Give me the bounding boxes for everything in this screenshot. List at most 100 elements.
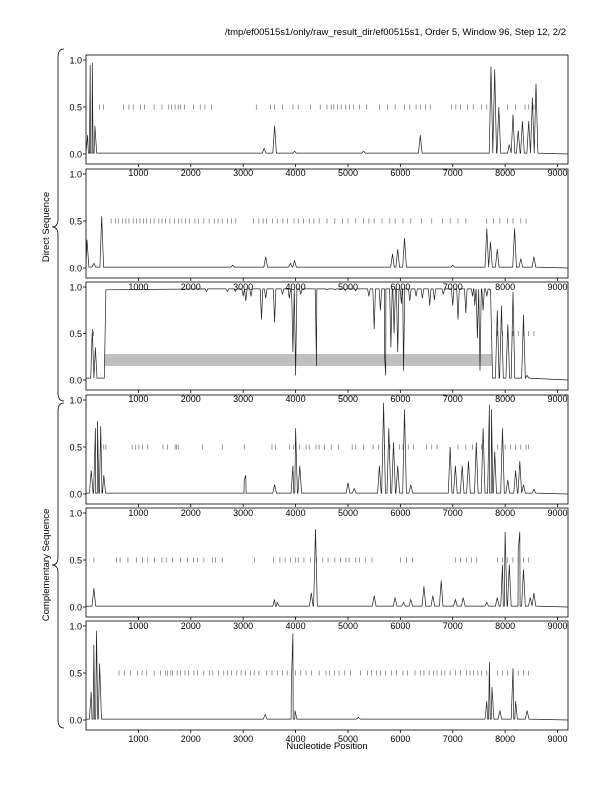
signal-line (86, 528, 569, 608)
signal-line (86, 402, 569, 495)
complementary-sequence-label: Complementary Sequence (41, 509, 52, 621)
plot-panels: 0.0 0.5 1.0 1000 2000 3000 4000 5000 6000 7000 800… (69, 54, 569, 744)
marker-ticks (97, 444, 530, 450)
x-tick-label: 4000 (286, 621, 306, 631)
x-tick-label: 1000 (128, 508, 148, 518)
x-tick-label: 4000 (286, 168, 306, 178)
y-tick-label: 1.0 (69, 56, 82, 66)
complementary-group-brace (51, 402, 65, 729)
x-tick-label: 3000 (233, 621, 253, 631)
x-tick-label: 1000 (128, 282, 148, 292)
y-tick-label: 0.0 (69, 150, 82, 160)
y-tick-label: 0.0 (69, 716, 82, 726)
y-tick-label: 0.0 (69, 490, 82, 500)
panel-frame (85, 507, 569, 618)
marker-ticks (93, 670, 530, 676)
x-tick-label: 2000 (181, 282, 201, 292)
signal-line (86, 630, 569, 721)
y-tick-label: 1.0 (69, 509, 82, 519)
x-tick-label: 4000 (286, 734, 306, 744)
x-tick-label: 8000 (495, 394, 515, 404)
x-tick-label: 8000 (495, 282, 515, 292)
x-tick-label: 5000 (338, 168, 358, 178)
panel-frame (85, 620, 569, 731)
x-tick-label: 1000 (128, 734, 148, 744)
x-tick-label: 1000 (128, 621, 148, 631)
x-tick-label: 6000 (390, 282, 410, 292)
y-tick-label: 0.5 (69, 443, 82, 453)
y-tick-label: 1.0 (69, 622, 82, 632)
x-tick-label: 9000 (548, 282, 568, 292)
x-tick-label: 8000 (495, 508, 515, 518)
marker-ticks (93, 557, 530, 563)
signal-line (85, 216, 569, 269)
x-tick-label: 9000 (548, 168, 568, 178)
panel-frame (85, 168, 569, 279)
x-tick-label: 8000 (495, 168, 515, 178)
x-tick-label: 7000 (443, 168, 463, 178)
x-tick-label: 4000 (286, 282, 306, 292)
y-tick-label: 0.0 (69, 376, 82, 386)
y-tick-label: 0.5 (69, 217, 82, 227)
region-box (104, 353, 493, 367)
x-tick-label: 9000 (548, 394, 568, 404)
x-tick-label: 7000 (443, 394, 463, 404)
x-tick-label: 5000 (338, 394, 358, 404)
direct-sequence-label: Direct Sequence (41, 192, 52, 262)
panel-1: 0.0 0.5 1.0 1000 2000 3000 4000 5000 6000 7000 800… (69, 54, 569, 178)
panel-6: 0.0 0.5 1.0 1000 2000 3000 4000 5000 6000 7000 800… (69, 620, 569, 744)
x-tick-label: 2000 (181, 508, 201, 518)
x-tick-label: 6000 (390, 394, 410, 404)
marker-ticks (91, 104, 535, 110)
panel-4: 0.0 0.5 1.0 1000 2000 3000 4000 5000 6000 7000 800… (69, 394, 569, 518)
signal-line (85, 62, 569, 155)
x-tick-label: 4000 (286, 508, 306, 518)
x-tick-label: 6000 (390, 168, 410, 178)
x-tick-label: 7000 (443, 282, 463, 292)
x-tick-label: 3000 (233, 508, 253, 518)
x-tick-label: 3000 (233, 168, 253, 178)
marker-ticks (101, 218, 527, 224)
panel-frame (85, 281, 569, 391)
y-tick-label: 0.0 (69, 264, 82, 274)
x-tick-label: 3000 (233, 282, 253, 292)
x-tick-label: 9000 (548, 621, 568, 631)
y-tick-label: 1.0 (69, 396, 82, 406)
x-tick-label: 8000 (495, 734, 515, 744)
x-tick-label: 9000 (548, 734, 568, 744)
x-tick-label: 6000 (390, 621, 410, 631)
x-axis-label: Nucleotide Position (286, 741, 367, 752)
x-tick-label: 2000 (181, 734, 201, 744)
panel-3: 0.0 0.5 1.0 1000 2000 3000 4000 5000 6000 7000 800… (69, 281, 569, 404)
x-tick-label: 3000 (233, 394, 253, 404)
y-tick-label: 0.5 (69, 329, 82, 339)
figure-title: /tmp/ef00515s1/only/raw_result_dir/ef005… (225, 27, 566, 38)
x-tick-label: 6000 (390, 508, 410, 518)
direct-group-brace (51, 48, 65, 402)
x-tick-label: 2000 (181, 621, 201, 631)
x-tick-label: 7000 (443, 508, 463, 518)
x-tick-label: 2000 (181, 168, 201, 178)
marker-ticks (93, 331, 535, 336)
x-tick-label: 5000 (338, 734, 358, 744)
signal-line (86, 288, 569, 381)
y-tick-label: 0.5 (69, 103, 82, 113)
panel-frame (85, 394, 569, 505)
x-tick-label: 8000 (495, 621, 515, 631)
panel-2: 0.0 0.5 1.0 1000 2000 3000 4000 5000 6000 7000 800… (69, 168, 569, 292)
x-tick-label: 7000 (443, 734, 463, 744)
panel-frame (85, 54, 569, 165)
x-tick-label: 1000 (128, 168, 148, 178)
y-tick-label: 0.5 (69, 669, 82, 679)
y-tick-label: 1.0 (69, 283, 82, 293)
x-tick-label: 7000 (443, 621, 463, 631)
x-tick-label: 5000 (338, 282, 358, 292)
panel-5: 0.0 0.5 1.0 1000 2000 3000 4000 5000 6000 7000 800… (69, 507, 569, 631)
y-tick-label: 0.5 (69, 556, 82, 566)
y-tick-label: 1.0 (69, 170, 82, 180)
x-tick-label: 1000 (128, 394, 148, 404)
x-tick-label: 5000 (338, 508, 358, 518)
x-tick-label: 3000 (233, 734, 253, 744)
x-tick-label: 9000 (548, 508, 568, 518)
